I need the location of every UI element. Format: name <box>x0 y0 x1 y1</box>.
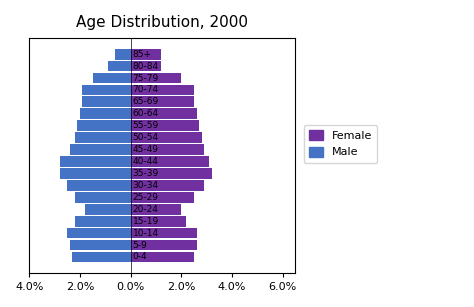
Bar <box>80 108 131 119</box>
Bar <box>131 156 209 167</box>
Text: 35-39: 35-39 <box>133 169 159 178</box>
Bar <box>82 84 131 95</box>
Text: 70-74: 70-74 <box>133 85 159 95</box>
Bar <box>131 120 199 131</box>
Text: 25-29: 25-29 <box>133 193 159 202</box>
Text: 75-79: 75-79 <box>133 73 159 83</box>
Text: 0-4: 0-4 <box>133 252 147 262</box>
Bar <box>131 61 161 72</box>
Bar <box>131 49 161 60</box>
Bar <box>131 96 194 107</box>
Bar <box>73 251 131 262</box>
Bar <box>85 204 131 215</box>
Text: 60-64: 60-64 <box>133 109 159 118</box>
Bar <box>82 96 131 107</box>
Bar <box>131 73 182 84</box>
Text: 45-49: 45-49 <box>133 145 159 154</box>
Bar <box>67 228 131 239</box>
Text: 55-59: 55-59 <box>133 121 159 130</box>
Bar <box>131 180 204 191</box>
Bar <box>131 144 204 155</box>
Bar <box>67 180 131 191</box>
Bar <box>75 216 131 227</box>
Bar <box>92 73 131 84</box>
Text: 50-54: 50-54 <box>133 133 159 142</box>
Text: 80-84: 80-84 <box>133 62 159 71</box>
Bar <box>131 108 197 119</box>
Bar <box>131 216 186 227</box>
Bar <box>70 240 131 251</box>
Text: 40-44: 40-44 <box>133 157 158 166</box>
Bar <box>131 84 194 95</box>
Bar <box>131 168 212 179</box>
Title: Age Distribution, 2000: Age Distribution, 2000 <box>76 15 248 30</box>
Bar <box>115 49 131 60</box>
Text: 85+: 85+ <box>133 50 152 59</box>
Bar <box>77 120 131 131</box>
Text: 30-34: 30-34 <box>133 181 159 190</box>
Bar <box>131 251 194 262</box>
Bar <box>75 192 131 203</box>
Bar <box>131 240 197 251</box>
Bar <box>131 204 182 215</box>
Text: 10-14: 10-14 <box>133 229 159 238</box>
Bar <box>60 156 131 167</box>
Bar <box>131 132 201 143</box>
Bar <box>60 168 131 179</box>
Text: 20-24: 20-24 <box>133 205 158 214</box>
Text: 5-9: 5-9 <box>133 240 147 250</box>
Bar <box>75 132 131 143</box>
Bar <box>70 144 131 155</box>
Text: 15-19: 15-19 <box>133 217 159 226</box>
Bar <box>108 61 131 72</box>
Bar <box>131 192 194 203</box>
Text: 65-69: 65-69 <box>133 97 159 106</box>
Bar <box>131 228 197 239</box>
Legend: Female, Male: Female, Male <box>304 125 377 163</box>
